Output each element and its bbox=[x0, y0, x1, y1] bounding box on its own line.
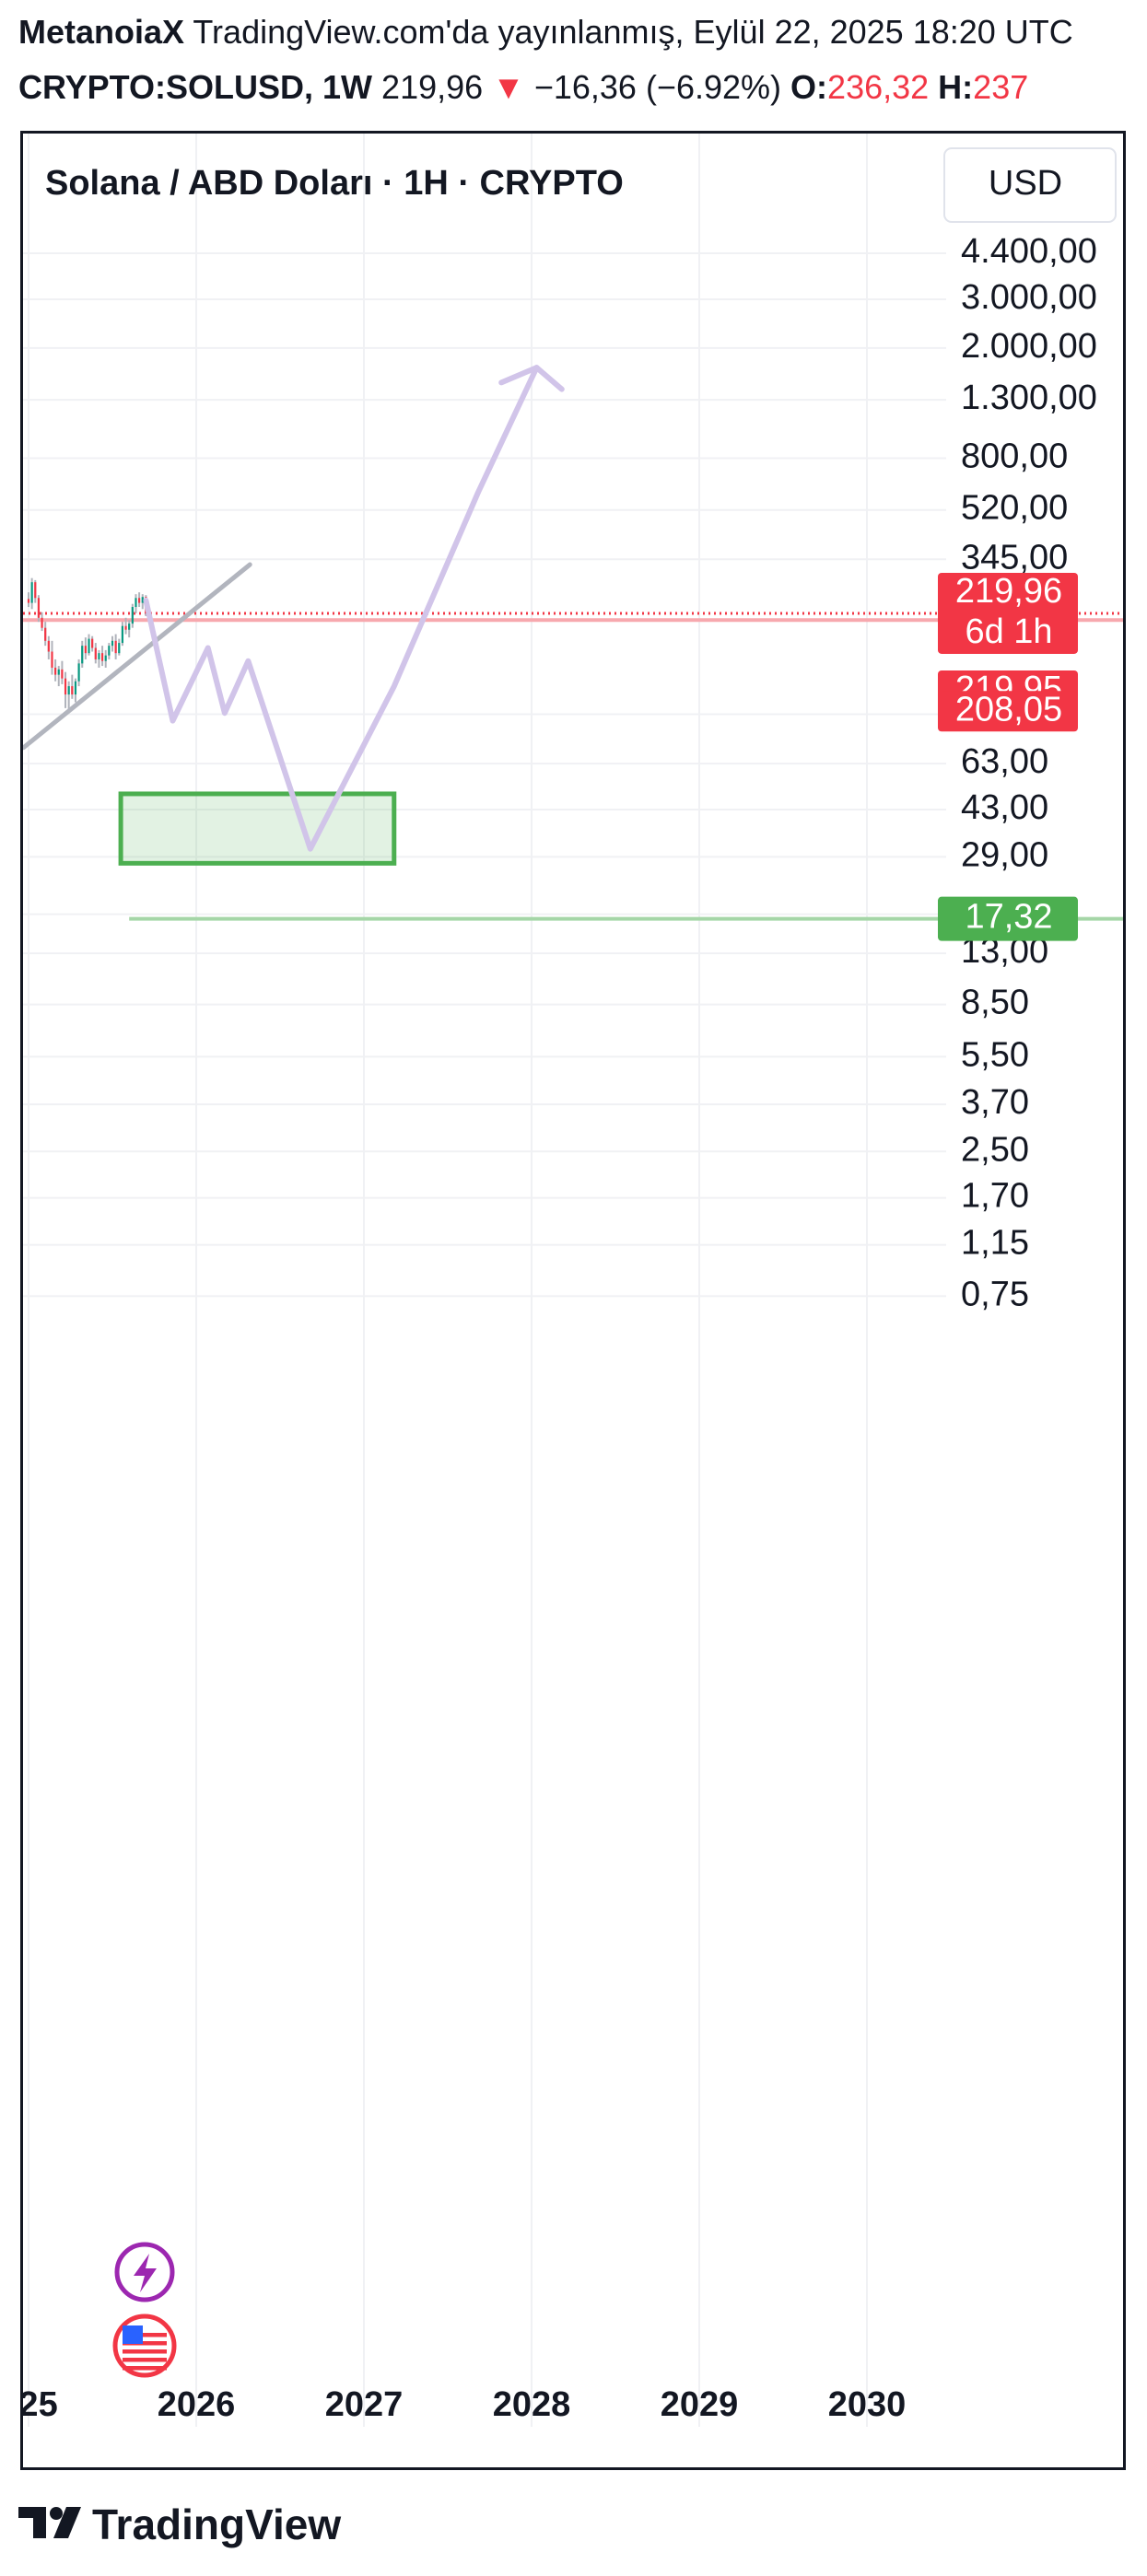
candle-body bbox=[61, 669, 64, 679]
candle-body bbox=[128, 624, 131, 630]
candle-body bbox=[64, 678, 67, 695]
currency-selector[interactable]: USD bbox=[943, 147, 1117, 223]
candle-body bbox=[94, 647, 97, 659]
author-name[interactable]: MetanoiaX bbox=[18, 13, 185, 51]
projection-arrowhead bbox=[498, 365, 565, 392]
flag-canton bbox=[123, 2325, 143, 2344]
candle-body bbox=[41, 617, 43, 628]
ascending-trendline bbox=[23, 562, 252, 751]
flag-stripe bbox=[123, 2366, 167, 2371]
last-price: 219,96 bbox=[381, 68, 484, 106]
brand-name: TradingView bbox=[92, 2500, 341, 2548]
y-axis-tick-label: 800,00 bbox=[961, 437, 1068, 476]
y-axis-tick-label: 3.000,00 bbox=[961, 278, 1097, 317]
candle-body bbox=[51, 651, 53, 668]
y-axis-tick-label: 8,50 bbox=[961, 984, 1029, 1022]
high-value: 237 bbox=[973, 68, 1029, 106]
candle-body bbox=[74, 681, 77, 695]
price-label-text: 219,96 bbox=[955, 572, 1062, 611]
y-axis-tick-label: 63,00 bbox=[961, 742, 1048, 781]
x-axis-tick-label: 2027 bbox=[325, 2385, 404, 2424]
target-zone-rectangle bbox=[118, 791, 397, 866]
candle-body bbox=[91, 638, 94, 648]
y-axis-tick-label: 1.300,00 bbox=[961, 379, 1097, 417]
y-axis-tick-label: 3,70 bbox=[961, 1083, 1029, 1122]
candle-body bbox=[88, 638, 90, 654]
open-label: O: bbox=[790, 68, 828, 106]
candle-body bbox=[47, 640, 50, 652]
y-axis-tick-label: 520,00 bbox=[961, 489, 1068, 528]
candle-body bbox=[34, 582, 37, 599]
flag-stripe bbox=[123, 2341, 167, 2346]
publication-line: MetanoiaX TradingView.com'da yayınlanmış… bbox=[18, 13, 1073, 52]
flag-stripe bbox=[123, 2349, 167, 2354]
y-axis-tick-label: 2,50 bbox=[961, 1130, 1029, 1169]
candle-body bbox=[81, 646, 84, 664]
candle-body bbox=[111, 640, 114, 647]
us-flag-icon[interactable] bbox=[112, 2314, 177, 2378]
y-axis-tick-label: 5,50 bbox=[961, 1035, 1029, 1074]
candle-body bbox=[71, 686, 74, 695]
price-label-text: 6d 1h bbox=[965, 612, 1052, 651]
price-label-background bbox=[938, 896, 1078, 941]
candle-body bbox=[54, 667, 57, 675]
price-change: −16,36 (−6.92%) bbox=[533, 68, 782, 106]
candle-body bbox=[118, 643, 121, 654]
candle-body bbox=[124, 625, 127, 630]
candle-body bbox=[44, 627, 47, 641]
open-value: 236,32 bbox=[827, 68, 930, 106]
price-label-text: 17,32 bbox=[965, 898, 1052, 937]
candle-body bbox=[57, 669, 60, 675]
candle-body bbox=[77, 663, 80, 682]
flag-stripe bbox=[123, 2358, 167, 2362]
y-axis-tick-label: 29,00 bbox=[961, 835, 1048, 874]
candle-body bbox=[131, 607, 134, 624]
candle-body bbox=[30, 582, 33, 603]
x-axis-tick-label: 025 bbox=[23, 2385, 58, 2424]
y-axis-tick-label: 43,00 bbox=[961, 788, 1048, 827]
y-axis-tick-label: 1,70 bbox=[961, 1177, 1029, 1216]
candle-body bbox=[84, 646, 87, 654]
x-axis-tick-label: 2028 bbox=[493, 2385, 571, 2424]
candle-body bbox=[67, 686, 70, 695]
y-axis-tick-label: 0,75 bbox=[961, 1275, 1029, 1313]
chart-frame[interactable]: 4.400,00 3.000,00 2.000,00 1.300,00 800,00 52… bbox=[20, 131, 1126, 2470]
candle-body bbox=[100, 653, 104, 661]
projection-path bbox=[143, 365, 540, 852]
symbol-line: CRYPTO:SOLUSD, 1W 219,96 ▼ −16,36 (−6.92… bbox=[18, 68, 1028, 107]
y-axis-tick-label: 1,15 bbox=[961, 1224, 1029, 1263]
price-label-text: 208,05 bbox=[955, 690, 1062, 729]
tradingview-logo[interactable]: TradingView bbox=[18, 2498, 405, 2553]
y-axis-tick-label: 345,00 bbox=[961, 538, 1068, 577]
candle-body bbox=[108, 646, 111, 656]
y-axis-tick-label: 4.400,00 bbox=[961, 232, 1097, 271]
candle-body bbox=[141, 597, 144, 603]
candle-body bbox=[138, 598, 141, 603]
publication-info: TradingView.com'da yayınlanmış, Eylül 22… bbox=[193, 13, 1073, 51]
currency-selector-box bbox=[943, 147, 1117, 223]
candle-body bbox=[114, 640, 117, 654]
lightning-bolt bbox=[134, 2254, 157, 2292]
currency-label: USD bbox=[989, 164, 1062, 203]
price-label-background bbox=[938, 691, 1078, 732]
y-axis-tick-label: 2.000,00 bbox=[961, 327, 1097, 366]
x-axis-tick-label: 2026 bbox=[158, 2385, 236, 2424]
down-arrow-icon: ▼ bbox=[492, 68, 525, 106]
flag-stripe bbox=[123, 2333, 167, 2337]
x-axis-tick-label: 2029 bbox=[661, 2385, 739, 2424]
candle-body bbox=[135, 598, 137, 608]
candle-body bbox=[37, 598, 41, 618]
candle-body bbox=[98, 653, 100, 659]
high-label: H: bbox=[938, 68, 974, 106]
candle-body bbox=[27, 599, 30, 603]
lightning-icon[interactable] bbox=[114, 2242, 175, 2302]
candle-body bbox=[104, 655, 107, 661]
x-axis-tick-label: 2030 bbox=[828, 2385, 907, 2424]
symbol-name[interactable]: CRYPTO:SOLUSD, 1W bbox=[18, 68, 373, 106]
chart-title: Solana / ABD Doları · 1H · CRYPTO bbox=[45, 164, 624, 203]
price-chart[interactable]: 4.400,00 3.000,00 2.000,00 1.300,00 800,00 52… bbox=[23, 134, 1123, 2467]
candle-body bbox=[121, 625, 124, 644]
price-label-background bbox=[938, 572, 1078, 654]
tradingview-mark-icon bbox=[18, 2507, 81, 2538]
